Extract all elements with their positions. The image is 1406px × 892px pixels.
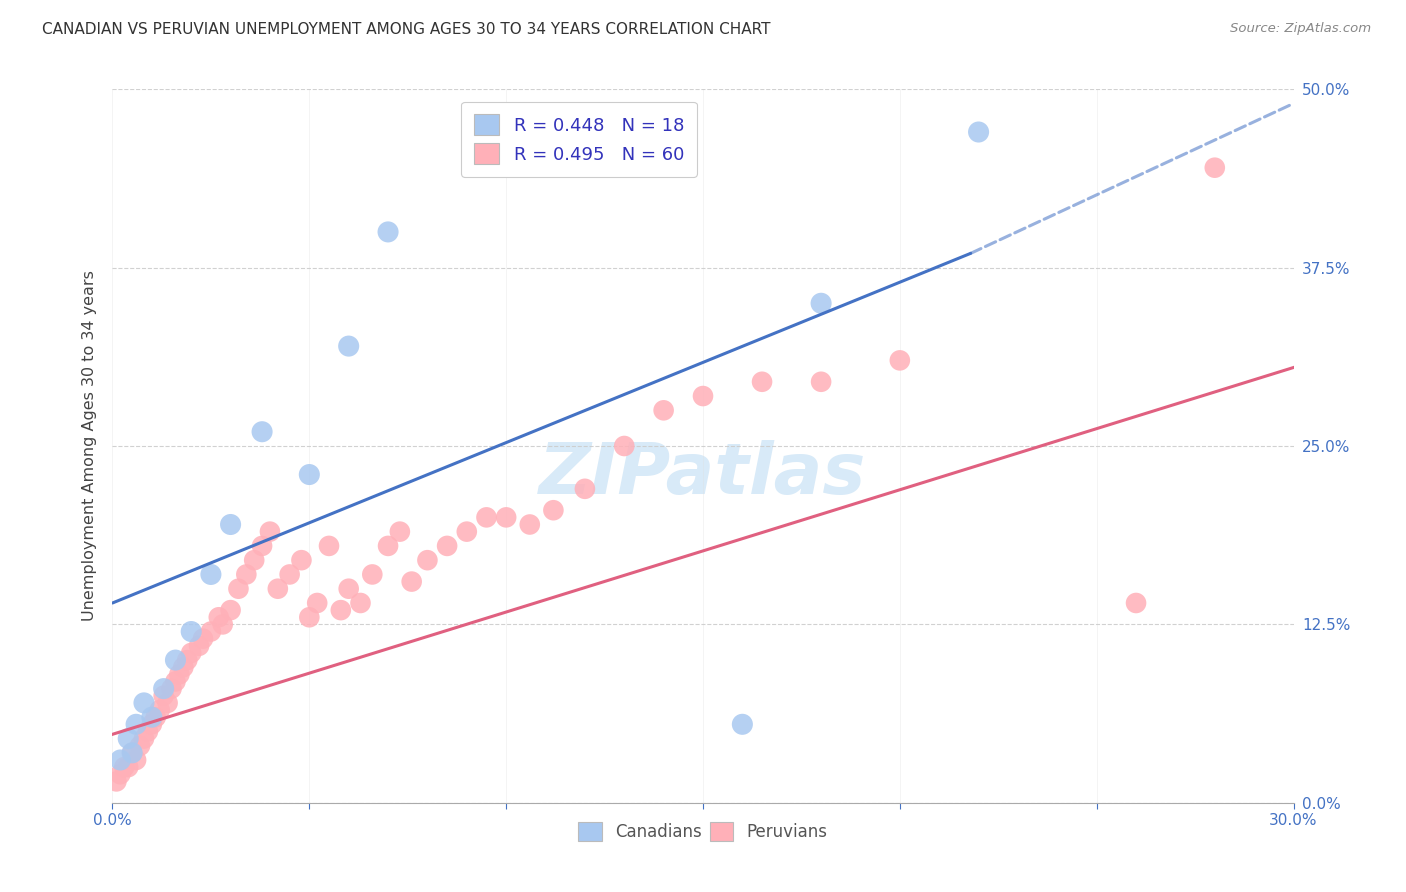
Point <box>165 653 187 667</box>
Point <box>329 603 352 617</box>
Point <box>219 517 242 532</box>
Point <box>129 739 152 753</box>
Point <box>110 753 132 767</box>
Point <box>298 610 321 624</box>
Point <box>519 517 541 532</box>
Point <box>377 225 399 239</box>
Point <box>401 574 423 589</box>
Point <box>652 403 675 417</box>
Point <box>176 653 198 667</box>
Point <box>250 539 273 553</box>
Point <box>172 660 194 674</box>
Point <box>495 510 517 524</box>
Point <box>145 710 167 724</box>
Point <box>475 510 498 524</box>
Point <box>125 717 148 731</box>
Point <box>141 717 163 731</box>
Point <box>149 703 172 717</box>
Point <box>377 539 399 553</box>
Point <box>228 582 250 596</box>
Point <box>361 567 384 582</box>
Point <box>136 724 159 739</box>
Point <box>152 689 174 703</box>
Point <box>574 482 596 496</box>
Point <box>318 539 340 553</box>
Point <box>1125 596 1147 610</box>
Point <box>751 375 773 389</box>
Point <box>967 125 990 139</box>
Point <box>208 610 231 624</box>
Point <box>121 746 143 760</box>
Point <box>889 353 911 368</box>
Point <box>112 760 135 774</box>
Point <box>259 524 281 539</box>
Point <box>200 624 222 639</box>
Point <box>160 681 183 696</box>
Point <box>117 731 139 746</box>
Point <box>298 467 321 482</box>
Point <box>456 524 478 539</box>
Point <box>165 674 187 689</box>
Point <box>105 774 128 789</box>
Point <box>169 667 191 681</box>
Point <box>200 567 222 582</box>
Point <box>180 646 202 660</box>
Point <box>1204 161 1226 175</box>
Point <box>188 639 211 653</box>
Point <box>191 632 214 646</box>
Point <box>235 567 257 582</box>
Point <box>731 717 754 731</box>
Point <box>141 710 163 724</box>
Point <box>156 696 179 710</box>
Point <box>121 746 143 760</box>
Text: ZIPatlas: ZIPatlas <box>540 440 866 509</box>
Point <box>250 425 273 439</box>
Point <box>117 760 139 774</box>
Point <box>349 596 371 610</box>
Point <box>132 731 155 746</box>
Point <box>180 624 202 639</box>
Point <box>810 375 832 389</box>
Point <box>613 439 636 453</box>
Point <box>543 503 565 517</box>
Point <box>337 582 360 596</box>
Point <box>692 389 714 403</box>
Point <box>132 696 155 710</box>
Point <box>810 296 832 310</box>
Point <box>290 553 312 567</box>
Point <box>125 753 148 767</box>
Legend: Canadians, Peruvians: Canadians, Peruvians <box>572 815 834 848</box>
Text: Source: ZipAtlas.com: Source: ZipAtlas.com <box>1230 22 1371 36</box>
Point <box>219 603 242 617</box>
Point <box>436 539 458 553</box>
Y-axis label: Unemployment Among Ages 30 to 34 years: Unemployment Among Ages 30 to 34 years <box>82 270 97 622</box>
Point <box>337 339 360 353</box>
Point <box>110 767 132 781</box>
Point <box>267 582 290 596</box>
Point <box>416 553 439 567</box>
Text: CANADIAN VS PERUVIAN UNEMPLOYMENT AMONG AGES 30 TO 34 YEARS CORRELATION CHART: CANADIAN VS PERUVIAN UNEMPLOYMENT AMONG … <box>42 22 770 37</box>
Point <box>278 567 301 582</box>
Point <box>211 617 233 632</box>
Point <box>307 596 329 610</box>
Point <box>243 553 266 567</box>
Point <box>152 681 174 696</box>
Point <box>388 524 411 539</box>
